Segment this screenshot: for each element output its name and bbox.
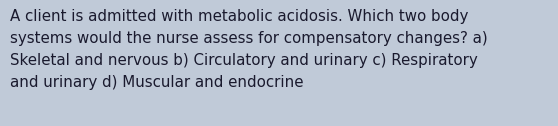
Text: A client is admitted with metabolic acidosis. Which two body
systems would the n: A client is admitted with metabolic acid…: [10, 9, 488, 90]
